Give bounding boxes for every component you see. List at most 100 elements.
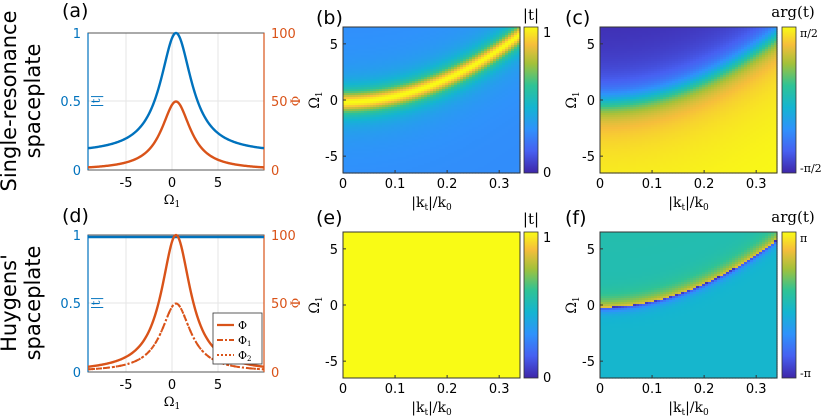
heatmap-cell: [346, 137, 350, 140]
heatmap-cell: [358, 51, 362, 54]
panel-label-f: (f): [565, 207, 587, 229]
heatmap-cell: [379, 59, 383, 62]
heatmap-cell: [346, 151, 350, 154]
heatmap-cell: [358, 93, 362, 96]
heatmap-cell: [346, 167, 350, 170]
heatmap-cell: [343, 169, 347, 172]
heatmap-cell: [358, 97, 362, 100]
heatmap-cell: [394, 51, 398, 54]
heatmap-cell: [370, 63, 374, 66]
heatmap-cell: [400, 29, 404, 32]
heatmap-cell: [376, 151, 380, 154]
heatmap-cell: [361, 149, 365, 152]
panel-c: [599, 26, 778, 174]
heatmap-cell: [355, 33, 359, 36]
heatmap-cell: [358, 49, 362, 52]
heatmap-cell: [373, 125, 377, 128]
heatmap-cell: [349, 79, 353, 82]
heatmap-cell: [346, 75, 350, 78]
heatmap-cell: [376, 27, 380, 30]
heatmap-cell: [385, 99, 389, 102]
heatmap-cell: [364, 165, 368, 168]
heatmap-cell: [361, 159, 365, 162]
heatmap-cell: [397, 53, 401, 56]
heatmap-cell: [343, 49, 347, 52]
heatmap-cell: [376, 85, 380, 88]
heatmap-cell: [361, 113, 365, 116]
heatmap-cell: [349, 149, 353, 152]
heatmap-cell: [352, 69, 356, 72]
heatmap-cell: [394, 149, 398, 152]
heatmap-cell: [343, 69, 347, 72]
heatmap-cell: [388, 155, 392, 158]
heatmap-cell: [388, 137, 392, 140]
heatmap-cell: [397, 75, 401, 78]
heatmap-cell: [388, 29, 392, 32]
heatmap-cell: [379, 35, 383, 38]
heatmap-cell: [376, 39, 380, 42]
heatmap-cell: [385, 153, 389, 156]
heatmap-cell: [352, 167, 356, 170]
heatmap-cell: [397, 131, 401, 134]
heatmap-cell: [346, 117, 350, 120]
heatmap-cell: [370, 147, 374, 150]
heatmap-cell: [382, 149, 386, 152]
heatmap-cell: [376, 129, 380, 132]
heatmap-cell: [352, 115, 356, 118]
heatmap-cell: [385, 37, 389, 40]
heatmap-cell: [382, 113, 386, 116]
heatmap-cell: [349, 155, 353, 158]
heatmap-cell: [367, 33, 371, 36]
heatmap-cell: [352, 103, 356, 106]
heatmap-cell: [394, 49, 398, 52]
heatmap-cell: [397, 167, 401, 170]
heatmap-cell: [364, 51, 368, 54]
heatmap-cell: [373, 93, 377, 96]
heatmap-cell: [352, 149, 356, 152]
heatmap-cell: [358, 65, 362, 68]
heatmap-cell: [349, 101, 353, 104]
heatmap-cell: [397, 93, 401, 96]
heatmap-cell: [400, 83, 404, 86]
heatmap-cell: [388, 27, 392, 30]
heatmap-cell: [385, 61, 389, 64]
heatmap-cell: [355, 29, 359, 32]
heatmap-cell: [400, 157, 404, 160]
heatmap-cell: [355, 117, 359, 120]
heatmap-cell: [391, 159, 395, 162]
heatmap-cell: [367, 103, 371, 106]
heatmap-cell: [373, 39, 377, 42]
heatmap-cell: [397, 103, 401, 106]
heatmap-cell: [400, 129, 404, 132]
heatmap-cell: [385, 151, 389, 154]
heatmap-cell: [349, 49, 353, 52]
heatmap-cell: [370, 153, 374, 156]
heatmap-cell: [355, 155, 359, 158]
heatmap-cell: [361, 111, 365, 114]
heatmap-cell: [364, 85, 368, 88]
heatmap-cell: [346, 149, 350, 152]
heatmap-cell: [394, 161, 398, 164]
heatmap-cell: [403, 61, 407, 64]
heatmap-cell: [388, 153, 392, 156]
heatmap-cell: [370, 159, 374, 162]
heatmap-cell: [376, 57, 380, 60]
heatmap-cell: [388, 41, 392, 44]
panel-c-heatmap: [600, 27, 778, 174]
heatmap-cell: [382, 55, 386, 58]
heatmap-cell: [376, 165, 380, 168]
heatmap-cell: [385, 139, 389, 142]
heatmap-cell: [376, 71, 380, 74]
heatmap-cell: [349, 41, 353, 44]
panel-d-ylabel-left: |t|: [89, 297, 103, 310]
heatmap-cell: [364, 167, 368, 170]
heatmap-cell: [388, 51, 392, 54]
heatmap-cell: [385, 41, 389, 44]
heatmap-cell: [370, 145, 374, 148]
heatmap-cell: [379, 153, 383, 156]
heatmap-cell: [391, 41, 395, 44]
heatmap-cell: [394, 127, 398, 130]
heatmap-cell: [373, 99, 377, 102]
heatmap-cell: [382, 129, 386, 132]
heatmap-cell: [370, 49, 374, 52]
